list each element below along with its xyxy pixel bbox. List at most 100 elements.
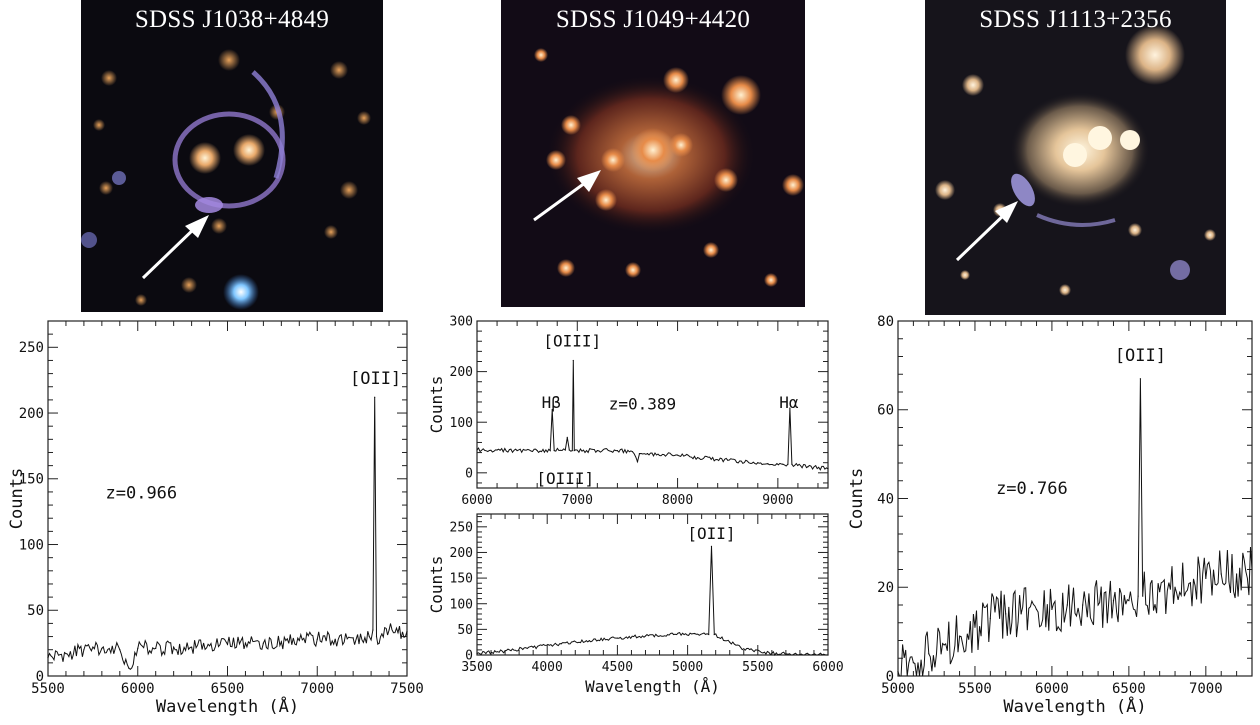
y-tick-label: 200: [450, 546, 473, 561]
y-tick-label: 40: [877, 491, 894, 507]
x-tick-label: 6000: [121, 681, 155, 697]
data-point: [128, 667, 130, 669]
data-point: [1005, 613, 1007, 615]
data-point: [316, 638, 318, 640]
annotation-label: Hα: [779, 393, 799, 412]
y-axis-label: Counts: [7, 468, 27, 529]
data-point: [564, 449, 566, 451]
data-point: [549, 449, 551, 452]
data-point: [406, 630, 408, 632]
x-tick-label: 7000: [1189, 681, 1223, 697]
y-tick-label: 0: [465, 649, 473, 664]
data-point: [787, 463, 789, 465]
data-point: [1174, 586, 1176, 588]
data-point: [368, 635, 370, 638]
data-point: [208, 645, 211, 647]
data-point: [1128, 599, 1130, 602]
data-point: [1205, 577, 1207, 579]
x-tick-label: 6000: [461, 493, 492, 508]
y-axis-label: Counts: [427, 376, 446, 434]
data-point: [897, 670, 899, 673]
data-point: [83, 649, 85, 651]
data-point: [352, 637, 354, 639]
data-point: [1236, 573, 1238, 575]
plot-frame: [47, 320, 408, 677]
data-point: [757, 462, 759, 464]
data-point: [827, 468, 829, 470]
data-point: [476, 652, 478, 655]
data-point: [573, 449, 575, 452]
data-point: [708, 633, 710, 636]
data-point: [334, 638, 336, 640]
data-point: [771, 652, 773, 655]
x-tick-label: 5500: [742, 660, 773, 675]
data-point: [536, 449, 538, 452]
data-point: [374, 396, 376, 398]
data-point: [47, 656, 49, 659]
data-point: [516, 449, 518, 452]
data-point: [1251, 568, 1253, 571]
data-point: [807, 466, 809, 468]
data-point: [697, 457, 699, 459]
data-point: [631, 450, 634, 453]
data-point: [119, 649, 121, 651]
data-point: [1066, 604, 1068, 606]
y-tick-label: 150: [19, 472, 44, 488]
data-point: [727, 459, 729, 461]
data-point: [381, 633, 383, 635]
plot-frame: [476, 513, 829, 656]
data-point: [958, 635, 961, 637]
y-tick-label: 100: [19, 537, 44, 553]
data-point: [616, 449, 619, 452]
data-point: [173, 646, 175, 648]
y-tick-label: 100: [450, 597, 473, 612]
lens-image-1-title: SDSS J1038+4849: [134, 6, 330, 33]
data-point: [65, 653, 67, 655]
data-point: [1082, 604, 1084, 606]
annotation-label: z=0.966: [106, 484, 178, 504]
y-tick-label: 50: [457, 623, 473, 638]
y-tick-label: 150: [450, 572, 473, 587]
data-point: [244, 642, 247, 644]
data-point: [378, 642, 380, 644]
x-tick-label: 5500: [31, 681, 65, 697]
data-point: [1139, 378, 1142, 380]
spectrum-line: [47, 397, 408, 670]
data-point: [1035, 608, 1038, 611]
annotation-label: [OIII]: [543, 331, 601, 350]
plot-frame: [897, 320, 1253, 677]
y-axis-label: Counts: [847, 468, 867, 529]
data-point: [1220, 573, 1222, 575]
x-tick-label: 5000: [881, 681, 915, 697]
data-point: [1189, 582, 1192, 584]
data-point: [729, 641, 731, 643]
x-tick-label: 8000: [662, 493, 693, 508]
data-point: [1142, 595, 1144, 597]
annotation-label: [OII]: [350, 369, 401, 389]
data-point: [571, 449, 573, 452]
data-point: [1097, 604, 1099, 606]
data-point: [1159, 591, 1161, 593]
x-tick-label: 3500: [461, 660, 492, 675]
y-tick-label: 50: [27, 603, 44, 619]
data-point: [638, 452, 641, 455]
data-point: [298, 639, 300, 642]
lens-image-3-title: SDSS J1113+2356: [979, 6, 1172, 33]
data-point: [928, 653, 930, 655]
x-tick-label: 5500: [958, 681, 992, 697]
x-tick-label: 9000: [762, 493, 793, 508]
lens-image-3-photo: [925, 0, 1226, 315]
x-tick-label: 7000: [562, 493, 593, 508]
x-tick-label: 7500: [390, 681, 424, 697]
lens-image-1-photo: [81, 0, 383, 312]
data-point: [572, 359, 574, 362]
y-tick-label: 100: [450, 416, 473, 431]
data-point: [989, 617, 991, 619]
x-axis-label: Wavelength (Å): [156, 695, 299, 717]
data-point: [1137, 595, 1139, 597]
lens-image-2-title: SDSS J1049+4420: [555, 6, 751, 33]
y-tick-label: 60: [877, 403, 894, 419]
data-point: [789, 407, 791, 409]
annotation-label: z=0.766: [996, 479, 1068, 499]
y-tick-label: 200: [19, 406, 44, 422]
